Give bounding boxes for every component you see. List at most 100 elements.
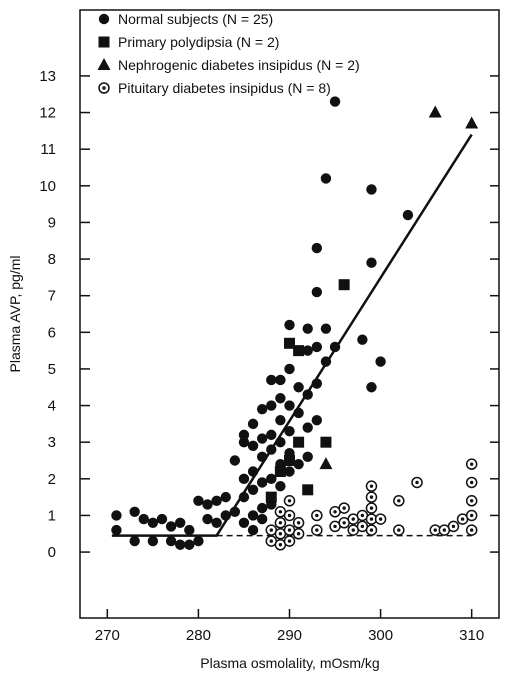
dotted-circle-dot: [469, 499, 474, 503]
circle-point: [256, 433, 268, 444]
y-axis-title: Plasma AVP, pg/ml: [7, 256, 23, 373]
circle-point: [247, 466, 259, 477]
circle-point: [402, 209, 414, 221]
dotted-circle-point: [465, 524, 478, 536]
x-tick-label: 310: [459, 627, 484, 644]
circle-point: [266, 444, 277, 455]
circle-point: [284, 319, 295, 331]
dotted-circle-point: [356, 509, 369, 522]
circle-point: [193, 535, 204, 547]
circle-point: [147, 535, 159, 547]
circle-point: [302, 451, 313, 463]
dotted-circle-point: [465, 476, 478, 489]
circle-point: [320, 323, 332, 334]
circle-point: [238, 517, 250, 528]
square-point: [338, 279, 350, 291]
circle-point: [247, 510, 259, 521]
square-point: [320, 436, 332, 448]
legend-entry-label: Nephrogenic diabetes insipidus (N = 2): [118, 57, 360, 73]
dotted-circle-point: [374, 513, 387, 525]
circle-point: [293, 382, 304, 393]
circle-point: [275, 480, 286, 492]
y-tick-label: 12: [39, 105, 56, 122]
dotted-circle-point: [465, 495, 478, 507]
dotted-circle-point: [393, 495, 405, 507]
dotted-circle-point: [283, 509, 296, 522]
dotted-circle-dot: [360, 524, 365, 529]
dotted-circle-dot: [469, 528, 474, 532]
dotted-circle-dot: [315, 528, 319, 532]
dotted-circle-dot: [469, 462, 474, 466]
dotted-circle-dot: [333, 524, 337, 529]
circle-point: [284, 363, 295, 375]
circle-point: [156, 513, 168, 525]
dotted-circle-point: [311, 509, 323, 522]
legend-entry-label: Pituitary diabetes insipidus (N = 8): [118, 80, 331, 96]
triangle-point: [465, 116, 479, 129]
legend-entry-label: Primary polydipsia (N = 2): [118, 34, 279, 50]
dotted-circle-point: [411, 476, 423, 489]
y-tick-label: 11: [40, 141, 56, 158]
circle-point: [320, 173, 332, 184]
y-tick-label: 0: [48, 544, 56, 561]
dotted-circle-dot: [451, 524, 456, 529]
circle-point: [202, 513, 213, 525]
dotted-circle-point: [356, 520, 369, 533]
circle-point: [202, 499, 213, 510]
circle-point: [138, 513, 149, 525]
dotted-circle-point: [265, 524, 278, 536]
circle-point: [256, 513, 268, 525]
circle-point: [275, 436, 286, 448]
circle-point: [229, 455, 241, 466]
dotted-circle-point: [465, 458, 478, 470]
square-point: [284, 337, 295, 349]
legend-marker-square: [98, 36, 110, 48]
circle-point: [256, 404, 268, 415]
x-tick-label: 280: [186, 627, 211, 644]
dotted-circle-point: [365, 513, 378, 525]
dotted-circle-dot: [296, 532, 301, 536]
dotted-circle-dot: [351, 528, 355, 532]
dotted-circle-point: [393, 524, 405, 536]
dotted-circle-dot: [360, 513, 365, 518]
dotted-circle-point: [274, 517, 287, 529]
circle-point: [284, 426, 295, 437]
square-point: [293, 345, 305, 357]
y-tick-label: 8: [48, 251, 56, 268]
dotted-circle-point: [292, 528, 305, 540]
x-axis-title: Plasma osmolality, mOsm/kg: [200, 655, 379, 671]
triangle-point: [428, 105, 442, 118]
dotted-circle-dot: [469, 480, 474, 485]
circle-point: [375, 356, 386, 367]
circle-point: [165, 535, 177, 547]
dotted-circle-dot: [287, 513, 292, 518]
dotted-circle-dot: [460, 517, 465, 521]
fit-lines: [111, 133, 473, 537]
dotted-circle-dot: [378, 517, 383, 521]
circle-point: [247, 440, 259, 452]
dotted-circle-dot: [296, 521, 301, 525]
circle-point: [266, 429, 277, 441]
x-tick-label: 300: [368, 627, 393, 644]
dotted-circle-dot: [278, 510, 283, 514]
circle-point: [174, 517, 186, 528]
y-tick-label: 10: [39, 178, 56, 195]
dotted-circle-dot: [102, 86, 106, 90]
y-tick-label: 13: [39, 68, 56, 85]
dotted-circle-dot: [369, 517, 374, 521]
dotted-circle-point: [429, 524, 441, 536]
circle-point: [256, 502, 268, 514]
circle-point: [256, 477, 268, 488]
dotted-circle-point: [365, 491, 378, 503]
dotted-circle-dot: [342, 506, 346, 510]
dotted-circle-point: [283, 535, 296, 547]
y-tick-label: 1: [48, 507, 56, 524]
circle-point: [311, 242, 323, 254]
circle-point: [266, 374, 277, 386]
dotted-circle-point: [329, 506, 341, 518]
dotted-circle-dot: [269, 528, 273, 532]
dotted-circle-point: [311, 524, 323, 536]
dotted-circle-point: [447, 520, 460, 533]
